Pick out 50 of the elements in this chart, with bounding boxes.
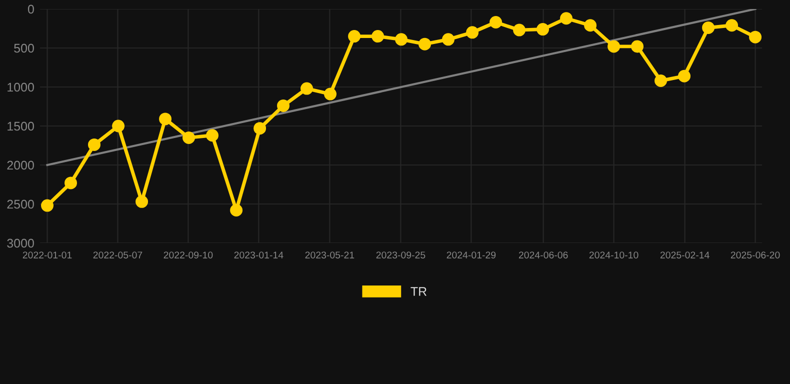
- point: [324, 88, 337, 100]
- point: [41, 199, 54, 212]
- y-tick-label: 2500: [7, 200, 34, 209]
- x-tick-label: 2023-01-14: [234, 252, 284, 258]
- x-tick-label: 2025-02-14: [660, 252, 710, 258]
- x-tick-label: 2022-09-10: [164, 252, 213, 258]
- point: [678, 70, 691, 82]
- point: [726, 19, 738, 32]
- x-tick-label: 2022-05-07: [93, 252, 142, 258]
- y-tick-label: 1500: [8, 122, 34, 131]
- point: [159, 112, 172, 126]
- legend-label: TR: [410, 287, 426, 296]
- x-tick-label: 2023-09-25: [376, 252, 426, 258]
- point: [466, 26, 479, 39]
- y-tick-label: 3000: [7, 238, 34, 248]
- y-tick-label: 1000: [8, 82, 34, 92]
- y-tick-label: 0: [28, 4, 34, 14]
- point: [254, 122, 266, 135]
- x-tick-label: 2024-06-06: [518, 252, 568, 258]
- point: [654, 74, 668, 88]
- point: [64, 176, 78, 190]
- point: [277, 99, 290, 112]
- point: [136, 195, 148, 208]
- point: [206, 129, 218, 142]
- point: [372, 30, 384, 43]
- point: [536, 23, 550, 36]
- point: [490, 16, 502, 29]
- point: [88, 138, 100, 151]
- y-tick-label: 2000: [7, 160, 34, 170]
- point: [395, 33, 408, 46]
- point: [112, 120, 125, 132]
- x-tick-label: 2023-05-21: [305, 252, 354, 258]
- point: [442, 33, 455, 46]
- point: [418, 38, 432, 50]
- point: [348, 30, 361, 43]
- point: [608, 40, 620, 53]
- x-tick-label: 2024-10-10: [589, 252, 638, 258]
- point: [631, 40, 644, 53]
- point: [749, 30, 762, 44]
- point: [182, 131, 196, 144]
- point: [230, 204, 243, 216]
- y-tick-label: 500: [14, 44, 34, 53]
- point: [513, 24, 526, 36]
- point: [300, 82, 314, 95]
- point: [702, 21, 715, 34]
- x-tick-label: 2022-01-01: [22, 252, 72, 258]
- x-tick-label: 2025-06-20: [730, 252, 780, 258]
- x-tick-label: 2024-01-29: [446, 252, 496, 258]
- point: [584, 19, 597, 32]
- point: [560, 12, 573, 25]
